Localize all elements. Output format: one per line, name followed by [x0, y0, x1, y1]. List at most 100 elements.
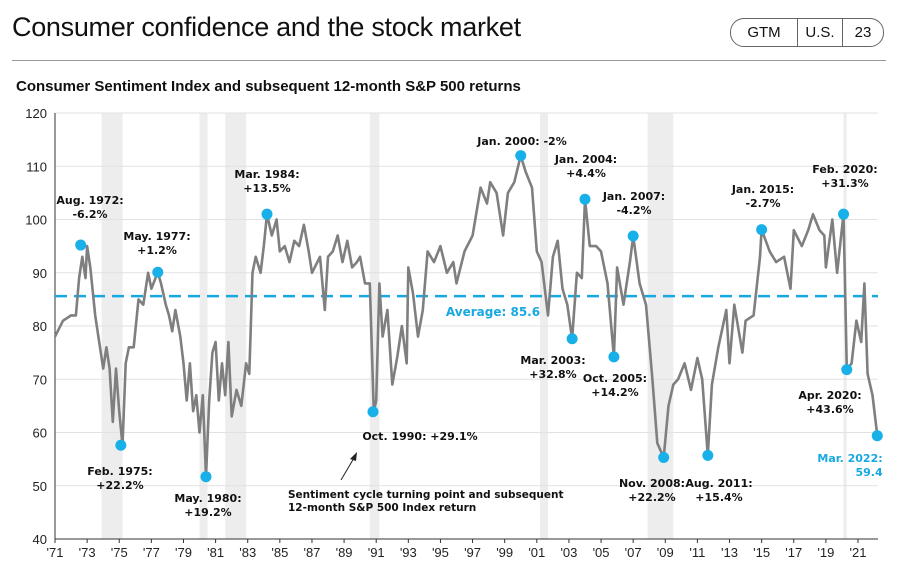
y-tick-label: 100: [25, 213, 47, 228]
turning-point-dot: [871, 430, 883, 442]
y-tick-label: 80: [33, 319, 47, 334]
x-tick-label: '81: [207, 545, 224, 560]
turning-point-dot: [200, 471, 212, 483]
turning-point-dot: [838, 208, 850, 220]
turning-point-label: Feb. 2020: +31.3%: [812, 163, 877, 191]
x-tick-label: '17: [785, 545, 802, 560]
x-tick-label: '07: [625, 545, 642, 560]
label-return: +1.2%: [137, 244, 177, 257]
label-date: May. 1980:: [174, 492, 242, 505]
x-tick-label: '09: [657, 545, 674, 560]
y-tick-label: 50: [33, 479, 47, 494]
label-return: +15.4%: [695, 491, 743, 504]
turning-point-label: Oct. 2005: +14.2%: [583, 372, 647, 400]
turning-point-label: Jan. 2000: -2%: [477, 135, 566, 149]
turning-point-label: Jan. 2015: -2.7%: [732, 183, 794, 211]
turning-point-dot: [261, 208, 273, 220]
y-tick-label: 120: [25, 106, 47, 121]
label-return: +19.2%: [184, 506, 232, 519]
label-date: Mar. 2003:: [520, 354, 586, 367]
label-return: -4.2%: [616, 204, 652, 217]
turning-point-label: Nov. 2008: +22.2%: [619, 477, 685, 505]
label-date: Feb. 2020:: [812, 163, 878, 176]
label-return: +14.2%: [591, 386, 639, 399]
label-date: Jan. 2004:: [554, 153, 618, 166]
label-return: +32.8%: [529, 368, 577, 381]
turning-point-dot: [627, 230, 639, 242]
x-tick-label: '13: [721, 545, 738, 560]
turning-point-label: May. 1977: +1.2%: [123, 230, 190, 258]
x-tick-label: '87: [303, 545, 320, 560]
label-return: +22.2%: [628, 491, 676, 504]
label-date: Nov. 2008:: [618, 477, 686, 490]
label-return: -6.2%: [72, 208, 108, 221]
x-tick-label: '21: [850, 545, 867, 560]
label-date: Mar. 1984:: [234, 168, 300, 181]
arrow-head: [350, 452, 357, 461]
turning-point-dot: [75, 239, 87, 251]
chart-title: Consumer Sentiment Index and subsequent …: [16, 78, 521, 95]
label-date: Apr. 2020:: [798, 389, 862, 402]
x-tick-label: '75: [111, 545, 128, 560]
page-title: Consumer confidence and the stock market: [12, 12, 521, 42]
turning-point-dot: [608, 351, 620, 363]
turning-point-label: Jan. 2004: +4.4%: [555, 153, 617, 181]
x-tick-label: '93: [400, 545, 417, 560]
y-tick-label: 60: [33, 426, 47, 441]
turning-point-label: Jan. 2007: -4.2%: [603, 190, 665, 218]
turning-point-label: May. 1980: +19.2%: [174, 492, 241, 520]
turning-point-label: Feb. 1975: +22.2%: [87, 465, 152, 493]
label-return: +31.3%: [821, 177, 869, 190]
turning-point-dot: [152, 266, 164, 278]
turning-point-dot: [756, 224, 768, 236]
x-tick-label: '79: [175, 545, 192, 560]
divider: [12, 60, 886, 61]
label-date: Jan. 2007:: [602, 190, 666, 203]
label-return: +43.6%: [806, 403, 854, 416]
turning-point-label: Mar. 2022: 59.4: [817, 452, 882, 480]
label-date: Mar. 2022:: [817, 452, 883, 465]
label-return: +22.2%: [96, 479, 144, 492]
x-tick-label: '91: [368, 545, 385, 560]
badge-region: U.S.: [797, 19, 842, 46]
turning-point-dot: [841, 364, 853, 376]
y-tick-label: 40: [33, 532, 47, 547]
turning-point-label: Apr. 2020: +43.6%: [798, 389, 861, 417]
x-tick-label: '19: [817, 545, 834, 560]
legend-note: Sentiment cycle turning point and subseq…: [288, 489, 563, 515]
x-tick-label: '11: [689, 545, 705, 560]
x-tick-label: '85: [271, 545, 288, 560]
y-tick-label: 110: [26, 159, 47, 174]
x-tick-label: '71: [47, 545, 64, 560]
arrow-line: [340, 457, 355, 481]
label-return: -2.7%: [745, 197, 781, 210]
sentiment-line: [53, 154, 879, 479]
turning-point-dot: [702, 449, 714, 461]
turning-point-label: Mar. 2003: +32.8%: [520, 354, 585, 382]
turning-point-dot: [367, 406, 379, 418]
label-date: Aug. 1972:: [56, 194, 124, 207]
turning-point-label: Aug. 1972: -6.2%: [56, 194, 123, 222]
turning-point-dot: [579, 193, 591, 205]
label-date: Aug. 2011:: [685, 477, 753, 490]
label-date: Jan. 2015:: [731, 183, 795, 196]
label-return: 59.4: [855, 466, 883, 479]
turning-point-dot: [658, 452, 670, 464]
turning-point-dot: [115, 439, 127, 451]
slide-badge: GTM U.S. 23: [730, 18, 884, 47]
x-tick-label: '83: [239, 545, 256, 560]
turning-point-label: Aug. 2011: +15.4%: [685, 477, 752, 505]
badge-page: 23: [842, 19, 883, 46]
label-return: +13.5%: [243, 182, 291, 195]
x-tick-label: '03: [560, 545, 577, 560]
x-tick-label: '89: [336, 545, 353, 560]
note-line: 12-month S&P 500 Index return: [288, 502, 477, 514]
turning-point-label: Oct. 1990: +29.1%: [362, 430, 477, 444]
turning-point-dot: [515, 150, 527, 162]
badge-gtm: GTM: [747, 24, 781, 41]
label-date: May. 1977:: [123, 230, 191, 243]
label-date: Oct. 1990: +29.1%: [362, 430, 478, 443]
x-tick-label: '73: [79, 545, 96, 560]
x-tick-label: '97: [464, 545, 481, 560]
